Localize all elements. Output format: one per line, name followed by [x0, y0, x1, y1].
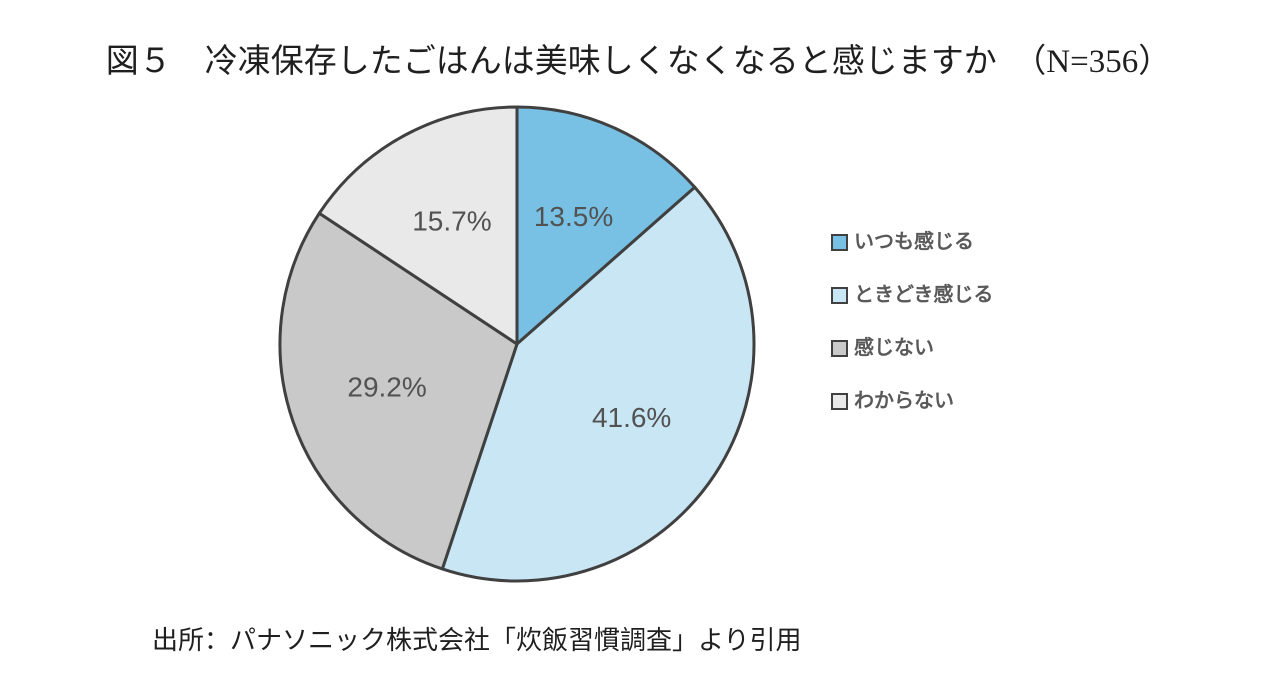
legend-label: いつも感じる	[854, 231, 974, 253]
legend-swatch-icon	[831, 392, 848, 410]
legend-swatch-icon	[831, 339, 848, 357]
chart-title: 図５ 冷凍保存したごはんは美味しくなくなると感じますか （N=356）	[105, 44, 1172, 80]
legend-label: ときどき感じる	[854, 284, 994, 306]
slice-value-label-3: 15.7%	[412, 205, 491, 236]
slice-value-label-1: 41.6%	[592, 402, 671, 433]
legend-swatch-icon	[831, 286, 848, 304]
legend-label: わからない	[854, 390, 954, 412]
pie-slice-3	[317, 105, 519, 346]
pie-slice-1	[440, 185, 756, 583]
legend-item-3: わからない	[831, 391, 993, 411]
legend-item-1: ときどき感じる	[831, 285, 993, 305]
slice-value-label-0: 13.5%	[534, 201, 613, 232]
pie-slice-0	[515, 105, 697, 346]
source-citation: 出所：パナソニック株式会社「炊飯習慣調査」より引用	[152, 626, 802, 655]
legend-item-0: いつも感じる	[831, 232, 993, 252]
legend: いつも感じる ときどき感じる 感じないわからない	[831, 232, 993, 411]
legend-swatch-icon	[831, 233, 848, 251]
legend-item-2: 感じない	[831, 338, 993, 358]
pie-slice-2	[278, 211, 519, 571]
legend-label: 感じない	[854, 337, 934, 359]
slice-value-label-2: 29.2%	[347, 371, 426, 402]
